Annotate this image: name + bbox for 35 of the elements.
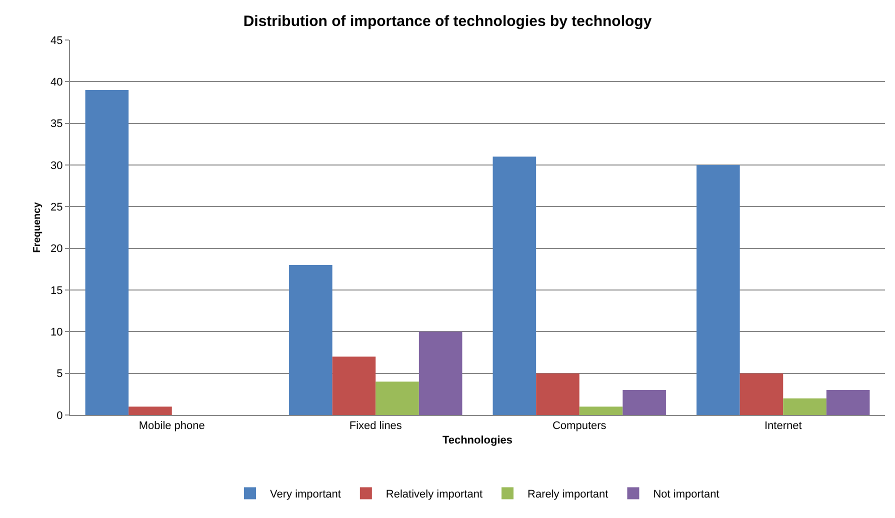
y-tick-label: 30 [50, 160, 63, 172]
bar [418, 332, 462, 415]
chart-title: Distribution of importance of technologies by technology [243, 13, 652, 30]
y-tick-label: 5 [56, 368, 63, 380]
y-tick-label: 45 [50, 34, 63, 47]
bar [289, 265, 332, 415]
x-tick-label: Mobile phone [138, 420, 205, 432]
x-tick-label: Fixed lines [349, 420, 402, 432]
legend-label: Not important [653, 488, 720, 501]
bar [376, 382, 419, 415]
legend-label: Very important [270, 488, 341, 501]
y-axis-title: Frequency [32, 202, 43, 253]
x-tick-label: Internet [764, 420, 802, 432]
bar [783, 398, 826, 415]
bar [826, 390, 870, 415]
x-axis-title: Technologies [442, 434, 513, 446]
bar [128, 406, 172, 415]
bar [492, 156, 536, 415]
bar [332, 356, 376, 415]
bar [740, 373, 784, 415]
y-tick-label: 15 [50, 284, 63, 297]
x-tick-label: Computers [552, 420, 607, 432]
y-tick-label: 25 [50, 202, 63, 214]
y-tick-label: 0 [56, 410, 63, 422]
bar [622, 390, 666, 415]
y-tick-label: 20 [50, 243, 63, 256]
y-tick-label: 40 [50, 76, 63, 89]
bar [696, 165, 740, 415]
bar [536, 373, 580, 415]
legend-label: Rarely important [528, 488, 608, 501]
bar [85, 90, 129, 415]
y-tick-label: 10 [50, 326, 63, 339]
legend-label: Relatively important [386, 488, 483, 501]
y-tick-label: 35 [50, 118, 63, 130]
bar [579, 406, 623, 415]
